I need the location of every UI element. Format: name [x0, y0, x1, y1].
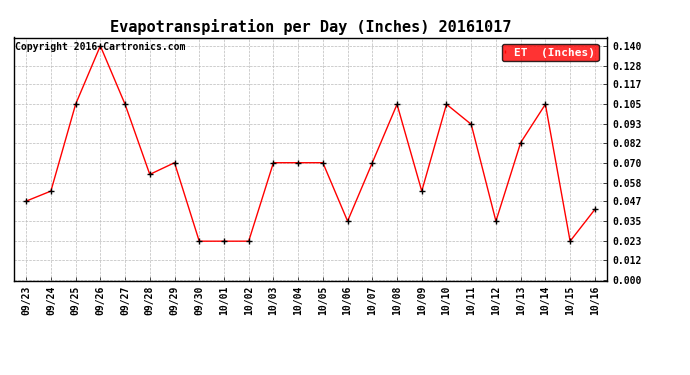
Title: Evapotranspiration per Day (Inches) 20161017: Evapotranspiration per Day (Inches) 2016… — [110, 19, 511, 35]
Text: Copyright 2016 Cartronics.com: Copyright 2016 Cartronics.com — [15, 42, 186, 52]
Legend: ET  (Inches): ET (Inches) — [502, 44, 599, 61]
